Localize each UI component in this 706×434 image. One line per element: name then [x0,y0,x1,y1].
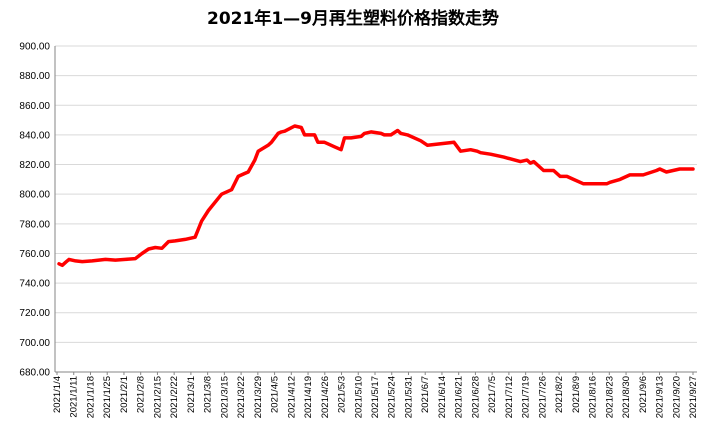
y-tick-label: 740.00 [19,279,50,290]
x-tick-label: 2021/8/2 [554,376,565,413]
x-tick-label: 2021/9/27 [688,376,699,418]
x-tick-label: 2021/1/11 [69,376,80,418]
x-tick-label: 2021/7/5 [487,376,498,413]
x-tick-label: 2021/6/14 [437,376,448,418]
y-tick-label: 720.00 [19,308,50,319]
x-tick-label: 2021/5/31 [403,376,414,418]
x-tick-label: 2021/9/6 [638,376,649,413]
y-tick-label: 820.00 [19,160,50,171]
x-tick-label: 2021/2/8 [136,376,147,413]
x-tick-label: 2021/5/3 [337,376,348,413]
x-tick-label: 2021/4/26 [320,376,331,418]
y-tick-label: 800.00 [19,190,50,201]
price-index-line [57,124,695,268]
y-tick-label: 840.00 [19,130,50,141]
x-tick-label: 2021/4/12 [286,376,297,418]
x-tick-label: 2021/3/1 [186,376,197,413]
grid [55,45,697,373]
x-tick-label: 2021/8/9 [571,376,582,413]
x-tick-label: 2021/4/19 [303,376,314,418]
x-tick-label: 2021/6/21 [454,376,465,418]
x-tick-label: 2021/1/18 [85,376,96,418]
y-tick-label: 680.00 [19,368,50,379]
x-tick-label: 2021/8/30 [621,376,632,418]
x-tick-label: 2021/3/15 [219,376,230,418]
axes [54,46,697,375]
x-tick-label: 2021/2/1 [119,376,130,413]
x-tick-label: 2021/6/28 [470,376,481,418]
x-tick-label: 2021/8/16 [588,376,599,418]
x-tick-label: 2021/3/22 [236,376,247,418]
x-tick-label: 2021/2/15 [152,376,163,418]
y-axis-labels: 900.00 880.00 860.00 840.00 820.00 800.00 780.… [19,42,50,379]
x-tick-label: 2021/8/23 [604,376,615,418]
x-tick-label: 2021/2/22 [169,376,180,418]
y-tick-label: 760.00 [19,249,50,260]
y-tick-label: 700.00 [19,338,50,349]
x-tick-label: 2021/4/5 [270,376,281,413]
y-tick-label: 780.00 [19,219,50,230]
x-tick-label: 2021/9/13 [655,376,666,418]
x-axis-labels: 2021/1/4 2021/1/11 2021/1/18 2021/1/25 2021/… [52,376,699,418]
x-tick-label: 2021/5/24 [387,376,398,418]
x-tick-label: 2021/7/26 [537,376,548,418]
x-tick-label: 2021/3/8 [203,376,214,413]
plot-area [57,124,695,268]
y-tick-label: 860.00 [19,101,50,112]
chart-title: 2021年1—9月再生塑料价格指数走势 [207,8,499,29]
x-tick-label: 2021/6/7 [420,376,431,413]
x-tick-label: 2021/5/17 [370,376,381,418]
x-tick-label: 2021/7/19 [521,376,532,418]
y-tick-label: 880.00 [19,71,50,82]
x-tick-label: 2021/1/25 [102,376,113,418]
y-tick-label: 900.00 [19,42,50,53]
x-tick-label: 2021/9/20 [671,376,682,418]
x-tick-label: 2021/5/10 [353,376,364,418]
x-tick-label: 2021/7/12 [504,376,515,418]
x-tick-label: 2021/3/29 [253,376,264,418]
x-tick-label: 2021/1/4 [52,376,63,413]
